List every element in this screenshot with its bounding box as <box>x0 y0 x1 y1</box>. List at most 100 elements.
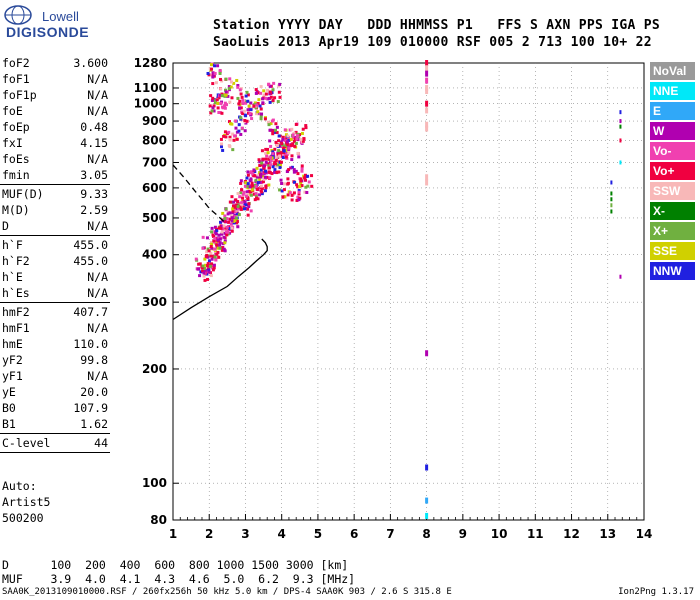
echo-point <box>286 134 290 138</box>
param-value: 44 <box>94 436 108 450</box>
echo-point <box>295 183 299 187</box>
echo-point <box>222 104 226 108</box>
echo-point <box>267 82 271 86</box>
param-value: N/A <box>87 88 108 102</box>
echo-point <box>268 139 272 143</box>
echo-point <box>274 140 278 144</box>
echo-point <box>264 169 268 173</box>
echo-point <box>211 233 215 237</box>
echo-point <box>271 165 275 169</box>
echo-point <box>271 130 275 134</box>
echo-point <box>230 229 234 233</box>
param-key: B0 <box>2 401 16 415</box>
echo-point <box>223 214 227 218</box>
echo-point <box>215 229 219 233</box>
echo-point <box>223 106 227 110</box>
param-value: 1.62 <box>80 417 108 431</box>
echo-point <box>297 136 301 140</box>
echo-point <box>286 169 290 173</box>
echo-point <box>221 148 225 152</box>
echo-point <box>255 196 259 200</box>
echo-point <box>271 152 275 156</box>
artist-version: Artist5 <box>2 495 51 509</box>
param-key: h`Es <box>2 286 30 300</box>
x-tick-label: 9 <box>459 527 467 541</box>
echo-point <box>248 112 252 116</box>
echo-point <box>220 92 224 96</box>
echo-point <box>287 146 291 150</box>
echo-point <box>295 137 299 141</box>
x-tick-label: 2 <box>205 527 213 541</box>
param-separator <box>0 184 110 185</box>
echo-point <box>229 214 233 218</box>
x-tick-label: 11 <box>527 527 544 541</box>
echo-point <box>281 135 285 139</box>
echo-point <box>227 87 231 91</box>
echo-point <box>220 248 224 252</box>
echo-point <box>218 246 222 250</box>
echo-point <box>261 101 265 105</box>
legend-item-w: W <box>650 122 695 140</box>
echo-point <box>211 75 215 79</box>
echo-point <box>213 247 217 251</box>
param-key: M(D) <box>2 203 30 217</box>
param-value: 99.8 <box>80 353 108 367</box>
echo-point <box>211 71 215 75</box>
echo-point <box>215 98 219 102</box>
echo-point-8mhz <box>425 350 429 357</box>
y-tick-label: 500 <box>142 211 167 225</box>
param-value: 0.48 <box>80 120 108 134</box>
echo-point <box>259 117 263 121</box>
x-tick-label: 5 <box>314 527 322 541</box>
echo-point-13mhz <box>619 110 622 115</box>
echo-point <box>222 235 226 239</box>
echo-point <box>235 212 239 216</box>
echo-point <box>211 82 215 86</box>
echo-point <box>259 107 263 111</box>
echo-point <box>220 145 224 149</box>
echo-point <box>204 263 208 267</box>
echo-point <box>294 141 298 145</box>
param-row: h`F 455.0 <box>0 237 110 253</box>
echo-point <box>277 90 281 94</box>
echo-point <box>253 174 257 178</box>
echo-point <box>268 84 272 88</box>
echo-point <box>199 270 203 274</box>
echo-point <box>254 91 258 95</box>
echo-point <box>215 252 219 256</box>
echo-point <box>265 88 269 92</box>
echo-point <box>224 93 228 97</box>
echo-point <box>290 127 294 131</box>
echo-point <box>219 226 223 230</box>
echo-point <box>293 180 297 184</box>
echo-point <box>239 106 243 110</box>
echo-point <box>264 151 268 155</box>
echo-point <box>290 143 294 147</box>
echo-point <box>231 207 235 211</box>
echo-point <box>243 118 247 122</box>
legend-item-vominus: Vo- <box>650 142 695 160</box>
echo-point <box>287 168 291 172</box>
echo-point <box>261 157 265 161</box>
x-tick-label: 13 <box>599 527 616 541</box>
echo-point <box>241 98 245 102</box>
echo-point <box>273 170 277 174</box>
echo-point <box>286 177 290 181</box>
param-key: yE <box>2 385 16 399</box>
echo-point <box>218 68 222 72</box>
param-value: 407.7 <box>73 305 108 319</box>
echo-point <box>210 266 214 270</box>
echo-point <box>228 200 232 204</box>
echo-point <box>264 171 268 175</box>
echo-point <box>258 177 262 181</box>
echo-point <box>228 138 232 142</box>
echo-point <box>227 85 231 89</box>
echo-point <box>290 165 294 169</box>
echo-point <box>228 217 232 221</box>
echo-point <box>234 126 238 130</box>
echo-point <box>211 106 215 110</box>
echo-point-8mhz <box>425 464 429 471</box>
echo-point <box>271 98 275 102</box>
echo-point <box>209 63 213 67</box>
echo-point <box>246 196 250 200</box>
